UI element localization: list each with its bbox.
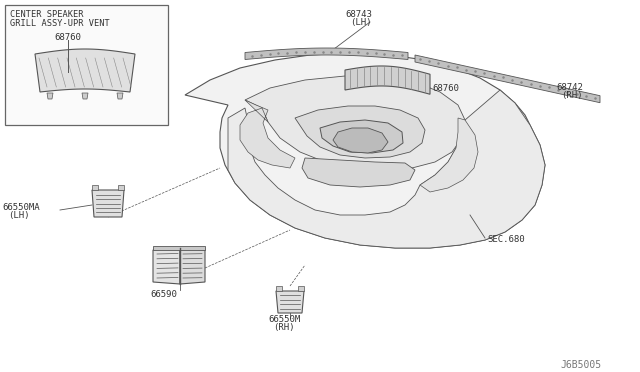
Polygon shape	[420, 118, 478, 192]
Text: 66550MA: 66550MA	[2, 203, 40, 212]
Text: SEC.680: SEC.680	[487, 235, 525, 244]
Text: 68760: 68760	[432, 84, 459, 93]
Polygon shape	[333, 128, 388, 153]
Text: (LH): (LH)	[350, 18, 371, 27]
Text: (RH): (RH)	[561, 91, 582, 100]
Text: CENTER SPEAKER: CENTER SPEAKER	[10, 10, 83, 19]
Polygon shape	[35, 49, 135, 92]
Polygon shape	[185, 53, 545, 248]
Polygon shape	[47, 93, 53, 99]
Polygon shape	[276, 291, 304, 313]
Text: J6B5005: J6B5005	[560, 360, 601, 370]
Text: 68760: 68760	[54, 33, 81, 42]
Polygon shape	[92, 185, 98, 190]
Text: (LH): (LH)	[8, 211, 29, 220]
Polygon shape	[82, 93, 88, 99]
Text: 68743: 68743	[345, 10, 372, 19]
Polygon shape	[320, 120, 403, 153]
Polygon shape	[415, 55, 600, 103]
Text: 66590: 66590	[150, 290, 177, 299]
Polygon shape	[276, 286, 282, 291]
Polygon shape	[92, 190, 124, 217]
Polygon shape	[180, 248, 205, 284]
Polygon shape	[118, 185, 124, 190]
Polygon shape	[302, 158, 415, 187]
Text: 68742: 68742	[556, 83, 583, 92]
Polygon shape	[295, 106, 425, 158]
Polygon shape	[245, 48, 408, 60]
Polygon shape	[240, 100, 295, 168]
Text: GRILL ASSY-UPR VENT: GRILL ASSY-UPR VENT	[10, 19, 109, 28]
Polygon shape	[245, 76, 465, 170]
Polygon shape	[345, 66, 430, 94]
Polygon shape	[153, 248, 180, 284]
Polygon shape	[298, 286, 304, 291]
Text: (RH): (RH)	[273, 323, 294, 332]
Polygon shape	[117, 93, 123, 99]
Polygon shape	[5, 5, 168, 125]
Polygon shape	[153, 246, 205, 250]
Text: 66550M: 66550M	[268, 315, 300, 324]
Polygon shape	[228, 90, 545, 248]
